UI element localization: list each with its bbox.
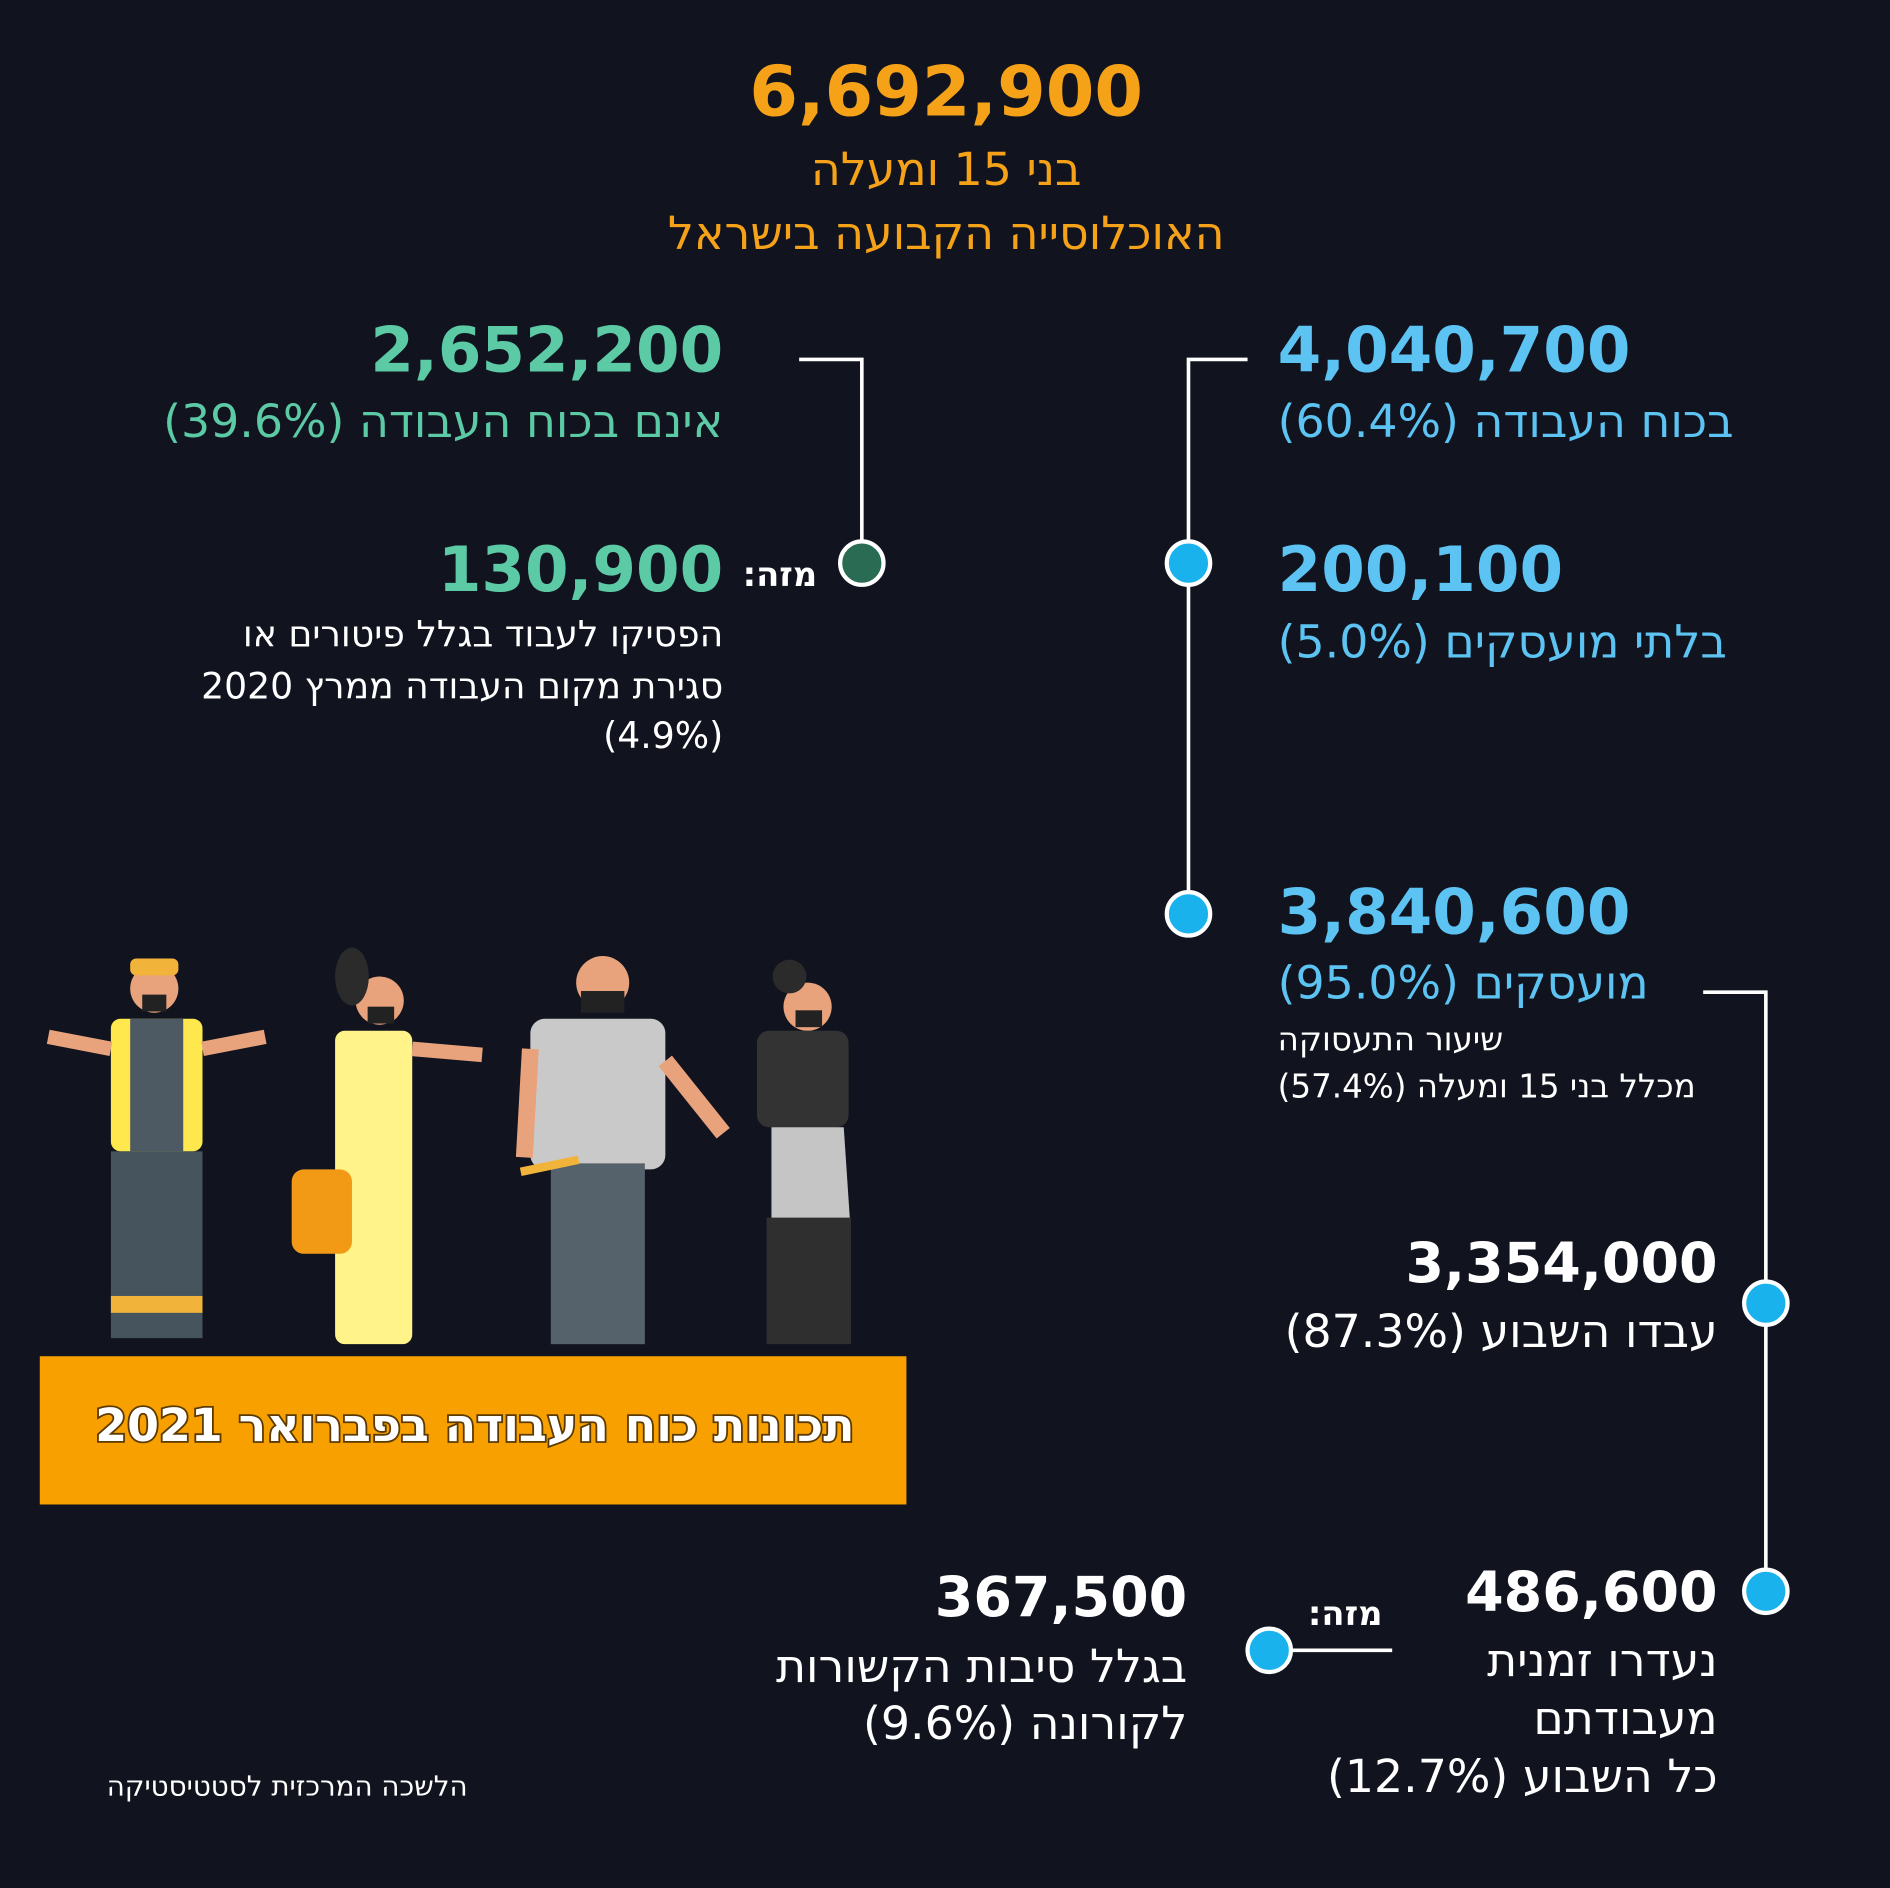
node-note: שיעור התעסוקה <box>1278 1021 1504 1059</box>
node-label: סגירת מקום העבודה ממרץ 2020 <box>201 664 723 707</box>
node-value: 130,900 <box>438 533 723 606</box>
node-label: לקורונה (9.6%) <box>863 1696 1187 1750</box>
node-dot <box>1245 1626 1294 1675</box>
node-label: כל השבוע (12.7%) <box>1327 1749 1718 1803</box>
of-which: מזה: <box>1308 1594 1383 1633</box>
node-dot <box>1742 1279 1790 1328</box>
node-label: מעבודתם <box>1533 1691 1717 1745</box>
workers-illustration <box>46 947 851 1345</box>
node-value: 3,840,600 <box>1278 875 1631 948</box>
connector <box>1186 357 1248 914</box>
node-label: מועסקים (95.0%) <box>1278 956 1649 1010</box>
node-value: 3,354,000 <box>1405 1232 1717 1296</box>
banner-title: תכונות כוח העבודה בפברואר 2021 <box>95 1398 854 1452</box>
node-value: 2,652,200 <box>370 314 723 387</box>
banner <box>39 1356 907 1505</box>
node-dot <box>1742 1567 1790 1616</box>
node-label: עבדו השבוע (87.3%) <box>1285 1304 1718 1358</box>
node-label: בלתי מועסקים (5.0%) <box>1278 615 1727 669</box>
node-value: 367,500 <box>935 1566 1188 1630</box>
node-label: נעדרו זמנית <box>1487 1633 1718 1687</box>
node-dot <box>1164 890 1213 938</box>
source: הלשכה המרכזית לסטטיסטיקה <box>107 1770 468 1803</box>
node-value: 4,040,700 <box>1278 314 1631 387</box>
node-value: 486,600 <box>1465 1561 1718 1625</box>
node-label: בגלל סיבות הקשורות <box>776 1639 1187 1693</box>
connector <box>1703 990 1768 1592</box>
connector <box>799 357 864 564</box>
node-label: בכוח העבודה (60.4%) <box>1278 394 1734 448</box>
node-note: מכלל בני 15 ומעלה (57.4%) <box>1278 1068 1696 1106</box>
node-label: (4.9%) <box>603 714 723 757</box>
node-label: הפסיקו לעבוד בגלל פיטורים או <box>243 613 723 656</box>
header-line: האוכלוסייה הקבועה בישראל <box>668 206 1225 260</box>
node-dot <box>1164 539 1213 587</box>
total-population: 6,692,900 <box>749 52 1143 133</box>
of-which: מזה: <box>743 555 818 594</box>
header-line: בני 15 ומעלה <box>811 142 1082 196</box>
node-label: אינם בכוח העבודה (39.6%) <box>163 394 723 448</box>
node-dot <box>838 539 886 587</box>
node-value: 200,100 <box>1278 533 1563 606</box>
